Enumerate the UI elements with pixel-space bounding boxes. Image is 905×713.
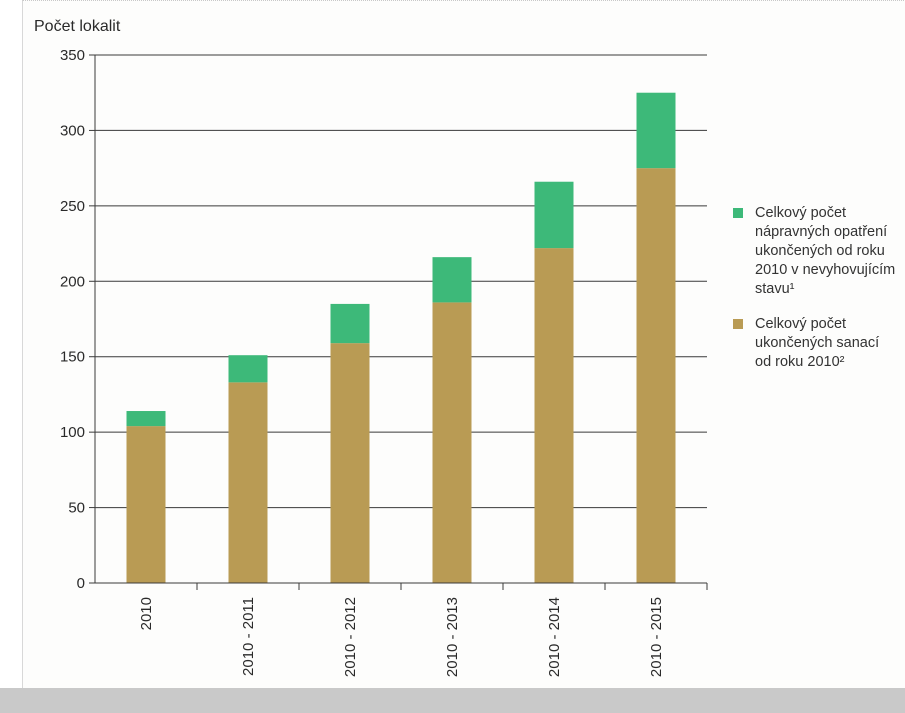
legend-item-remedial: Celkový počet nápravných opatření ukonče… xyxy=(731,204,901,299)
y-tick-label-150: 150 xyxy=(60,349,85,366)
x-tick-label-2: 2010 - 2012 xyxy=(342,597,359,677)
y-axis-label: Počet lokalit xyxy=(34,18,121,35)
y-tick-label-200: 200 xyxy=(60,273,85,290)
bar-remediations-5 xyxy=(636,168,676,583)
legend: Celkový počet nápravných opatření ukonče… xyxy=(731,204,901,388)
y-tick-label-50: 50 xyxy=(68,500,85,517)
legend-swatch-remedial xyxy=(733,208,743,218)
bar-remediations-1 xyxy=(228,382,268,583)
x-tick-label-4: 2010 - 2014 xyxy=(546,597,563,677)
bar-remediations-2 xyxy=(330,343,370,583)
y-tick-label-300: 300 xyxy=(60,122,85,139)
x-tick-label-0: 2010 xyxy=(138,597,155,630)
y-tick-label-250: 250 xyxy=(60,198,85,215)
bar-remedial-4 xyxy=(534,181,574,249)
bar-remedial-2 xyxy=(330,303,370,344)
legend-swatch-remediations xyxy=(733,319,743,329)
x-tick-label-3: 2010 - 2013 xyxy=(444,597,461,677)
bar-remedial-0 xyxy=(126,411,166,427)
y-tick-label-350: 350 xyxy=(60,47,85,64)
x-tick-label-1: 2010 - 2011 xyxy=(240,597,257,676)
legend-item-remediations: Celkový počet ukončených sanací od roku … xyxy=(731,315,901,372)
bottom-band xyxy=(0,688,905,713)
bar-remediations-3 xyxy=(432,302,472,583)
bar-remedial-5 xyxy=(636,92,676,169)
bar-remediations-4 xyxy=(534,248,574,583)
bar-remediations-0 xyxy=(126,426,166,583)
y-tick-label-100: 100 xyxy=(60,424,85,441)
legend-label-remedial: Celkový počet nápravných opatření ukonče… xyxy=(755,205,896,297)
y-tick-label-0: 0 xyxy=(77,575,85,592)
bar-remedial-3 xyxy=(432,257,472,303)
legend-label-remediations: Celkový počet ukončených sanací od roku … xyxy=(755,316,880,370)
bar-remedial-1 xyxy=(228,355,268,383)
x-tick-label-5: 2010 - 2015 xyxy=(648,597,665,677)
